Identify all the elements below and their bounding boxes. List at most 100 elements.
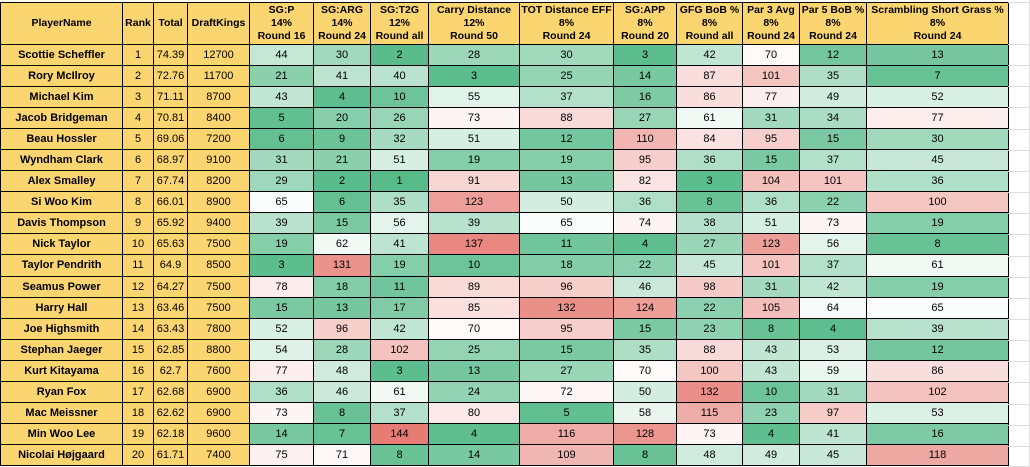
stat-cell-carry-distance[interactable]: 80 <box>428 401 520 424</box>
stat-cell-tot-distance-eff[interactable]: 12 <box>519 128 614 151</box>
stat-cell-tot-distance-eff[interactable]: 27 <box>519 359 614 382</box>
total-cell[interactable]: 68.97 <box>153 149 188 172</box>
stat-cell-sg-arg[interactable]: 48 <box>313 359 371 382</box>
stat-cell-carry-distance[interactable]: 14 <box>428 443 520 467</box>
stat-cell-par-3-avg[interactable]: 101 <box>742 65 800 88</box>
stat-cell-scrambling-short-grass[interactable]: 45 <box>866 149 1009 172</box>
stat-cell-gfg-bob[interactable]: 73 <box>676 422 743 445</box>
stat-cell-sg-p[interactable]: 29 <box>249 170 314 193</box>
stat-cell-gfg-bob[interactable]: 48 <box>676 443 743 467</box>
player-name-cell[interactable]: Alex Smalley <box>0 170 123 193</box>
rank-cell[interactable]: 5 <box>122 128 154 151</box>
column-header-sg-arg[interactable]: SG:ARG 14% Round 24 <box>313 2 371 45</box>
stat-cell-sg-arg[interactable]: 96 <box>313 317 371 340</box>
stat-cell-par-3-avg[interactable]: 101 <box>742 254 800 277</box>
stat-cell-sg-app[interactable]: 124 <box>613 296 677 319</box>
player-name-cell[interactable]: Ryan Fox <box>0 380 123 403</box>
stat-cell-tot-distance-eff[interactable]: 30 <box>519 43 614 67</box>
total-cell[interactable]: 66.01 <box>153 191 188 214</box>
stat-cell-sg-p[interactable]: 78 <box>249 275 314 298</box>
stat-cell-carry-distance[interactable]: 91 <box>428 170 520 193</box>
stat-cell-sg-t2g[interactable]: 3 <box>370 359 429 382</box>
stat-cell-scrambling-short-grass[interactable]: 8 <box>866 233 1009 256</box>
column-header-carry-distance[interactable]: Carry Distance 12% Round 50 <box>428 2 520 45</box>
stat-cell-scrambling-short-grass[interactable]: 118 <box>866 443 1009 467</box>
stat-cell-tot-distance-eff[interactable]: 18 <box>519 254 614 277</box>
stat-cell-sg-p[interactable]: 77 <box>249 359 314 382</box>
stat-cell-tot-distance-eff[interactable]: 15 <box>519 338 614 361</box>
stat-cell-scrambling-short-grass[interactable]: 16 <box>866 422 1009 445</box>
stat-cell-sg-p[interactable]: 73 <box>249 401 314 424</box>
draftkings-salary-cell[interactable]: 7500 <box>187 296 250 319</box>
stat-cell-scrambling-short-grass[interactable]: 39 <box>866 317 1009 340</box>
stat-cell-tot-distance-eff[interactable]: 13 <box>519 170 614 193</box>
stat-cell-tot-distance-eff[interactable]: 65 <box>519 212 614 235</box>
stat-cell-par-5-bob[interactable]: 101 <box>799 170 867 193</box>
rank-cell[interactable]: 18 <box>122 401 154 424</box>
draftkings-salary-cell[interactable]: 6900 <box>187 401 250 424</box>
stat-cell-sg-arg[interactable]: 13 <box>313 296 371 319</box>
stat-cell-par-5-bob[interactable]: 12 <box>799 43 867 67</box>
draftkings-salary-cell[interactable]: 7500 <box>187 233 250 256</box>
total-cell[interactable]: 74.39 <box>153 43 188 67</box>
rank-cell[interactable]: 20 <box>122 443 154 467</box>
stat-cell-sg-arg[interactable]: 9 <box>313 128 371 151</box>
stat-cell-sg-app[interactable]: 4 <box>613 233 677 256</box>
stat-cell-par-3-avg[interactable]: 51 <box>742 212 800 235</box>
stat-cell-carry-distance[interactable]: 3 <box>428 65 520 88</box>
draftkings-salary-cell[interactable]: 12700 <box>187 43 250 67</box>
column-header-scrambling-short-grass[interactable]: Scrambling Short Grass % 8% Round 24 <box>866 2 1009 45</box>
stat-cell-sg-app[interactable]: 128 <box>613 422 677 445</box>
player-name-cell[interactable]: Davis Thompson <box>0 212 123 235</box>
player-name-cell[interactable]: Kurt Kitayama <box>0 359 123 382</box>
stat-cell-sg-t2g[interactable]: 51 <box>370 149 429 172</box>
stat-cell-scrambling-short-grass[interactable]: 53 <box>866 401 1009 424</box>
player-name-cell[interactable]: Seamus Power <box>0 275 123 298</box>
stat-cell-carry-distance[interactable]: 13 <box>428 359 520 382</box>
column-header-par-3-avg[interactable]: Par 3 Avg 8% Round 24 <box>742 2 800 45</box>
stat-cell-sg-t2g[interactable]: 144 <box>370 422 429 445</box>
stat-cell-par-3-avg[interactable]: 31 <box>742 107 800 130</box>
column-header-tot-distance-eff[interactable]: TOT Distance EFF 8% Round 24 <box>519 2 614 45</box>
column-header-draftkings[interactable]: DraftKings <box>187 2 250 45</box>
draftkings-salary-cell[interactable]: 9100 <box>187 149 250 172</box>
stat-cell-scrambling-short-grass[interactable]: 7 <box>866 65 1009 88</box>
player-name-cell[interactable]: Mac Meissner <box>0 401 123 424</box>
stat-cell-carry-distance[interactable]: 10 <box>428 254 520 277</box>
stat-cell-par-3-avg[interactable]: 123 <box>742 233 800 256</box>
stat-cell-sg-app[interactable]: 35 <box>613 338 677 361</box>
stat-cell-par-3-avg[interactable]: 4 <box>742 422 800 445</box>
stat-cell-gfg-bob[interactable]: 115 <box>676 401 743 424</box>
stat-cell-sg-app[interactable]: 27 <box>613 107 677 130</box>
stat-cell-carry-distance[interactable]: 28 <box>428 43 520 67</box>
stat-cell-sg-app[interactable]: 82 <box>613 170 677 193</box>
stat-cell-par-3-avg[interactable]: 8 <box>742 317 800 340</box>
stat-cell-sg-app[interactable]: 8 <box>613 443 677 467</box>
total-cell[interactable]: 70.81 <box>153 107 188 130</box>
total-cell[interactable]: 71.11 <box>153 86 188 109</box>
stat-cell-sg-app[interactable]: 46 <box>613 275 677 298</box>
draftkings-salary-cell[interactable]: 8400 <box>187 107 250 130</box>
stat-cell-par-3-avg[interactable]: 95 <box>742 128 800 151</box>
rank-cell[interactable]: 13 <box>122 296 154 319</box>
rank-cell[interactable]: 8 <box>122 191 154 214</box>
column-header-total[interactable]: Total <box>153 2 188 45</box>
stat-cell-gfg-bob[interactable]: 100 <box>676 359 743 382</box>
stat-cell-sg-t2g[interactable]: 41 <box>370 233 429 256</box>
player-name-cell[interactable]: Rory McIlroy <box>0 65 123 88</box>
stat-cell-par-5-bob[interactable]: 64 <box>799 296 867 319</box>
stat-cell-par-5-bob[interactable]: 41 <box>799 422 867 445</box>
rank-cell[interactable]: 3 <box>122 86 154 109</box>
rank-cell[interactable]: 16 <box>122 359 154 382</box>
rank-cell[interactable]: 2 <box>122 65 154 88</box>
stat-cell-sg-p[interactable]: 21 <box>249 65 314 88</box>
rank-cell[interactable]: 10 <box>122 233 154 256</box>
rank-cell[interactable]: 9 <box>122 212 154 235</box>
total-cell[interactable]: 69.06 <box>153 128 188 151</box>
stat-cell-scrambling-short-grass[interactable]: 12 <box>866 338 1009 361</box>
stat-cell-par-3-avg[interactable]: 15 <box>742 149 800 172</box>
stat-cell-tot-distance-eff[interactable]: 5 <box>519 401 614 424</box>
total-cell[interactable]: 62.62 <box>153 401 188 424</box>
stat-cell-sg-p[interactable]: 19 <box>249 233 314 256</box>
draftkings-salary-cell[interactable]: 7800 <box>187 317 250 340</box>
